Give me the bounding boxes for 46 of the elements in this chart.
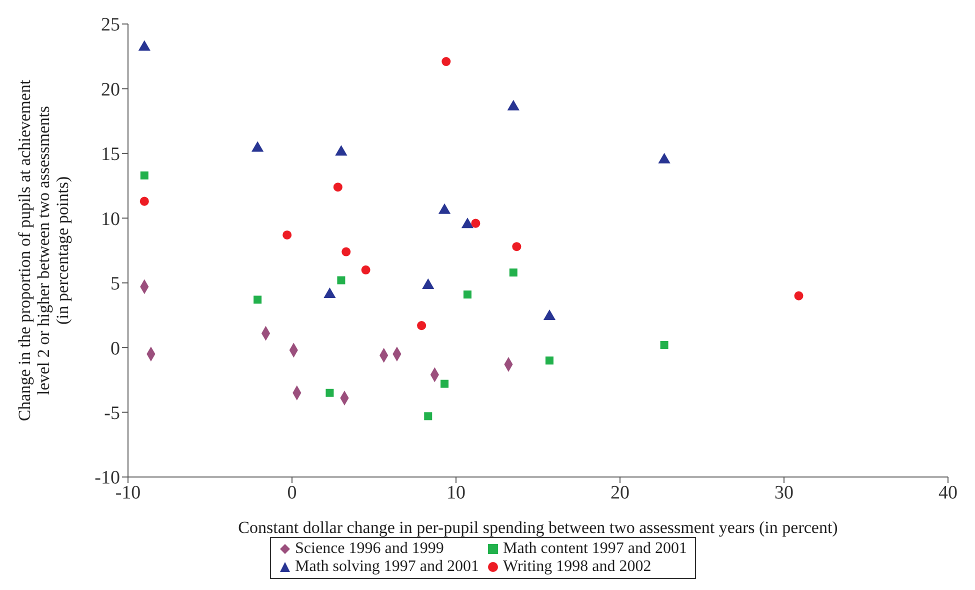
point xyxy=(438,203,451,214)
point xyxy=(440,380,449,388)
point xyxy=(333,182,342,192)
point xyxy=(361,265,370,274)
legend-label: Writing 1998 and 2002 xyxy=(503,558,652,576)
x-axis-title: Constant dollar change in per-pupil spending between two assessment years (in percent) xyxy=(238,518,838,537)
legend-label: Science 1996 and 1999 xyxy=(295,540,444,558)
point xyxy=(140,196,149,206)
point xyxy=(335,145,348,156)
legend-label: Math content 1997 and 2001 xyxy=(503,540,687,558)
y-tick-label: 15 xyxy=(101,144,120,166)
point xyxy=(461,218,474,228)
point xyxy=(463,290,472,299)
point xyxy=(342,247,351,256)
point xyxy=(140,171,148,180)
point xyxy=(138,40,150,51)
point xyxy=(337,276,346,284)
x-tick-label: 0 xyxy=(287,482,297,504)
x-tick-label: 40 xyxy=(938,482,958,504)
point xyxy=(545,356,554,365)
x-tick-label: 30 xyxy=(774,482,794,504)
point xyxy=(442,57,451,66)
y-tick-label: 0 xyxy=(110,338,120,360)
y-tick-label: 20 xyxy=(101,79,120,100)
y-axis-title: Change in the proportion of pupils at achievement level 2 or higher between two assessments (in percentage points) xyxy=(15,80,72,422)
y-tick-label: 25 xyxy=(101,14,120,36)
point xyxy=(251,141,264,152)
point xyxy=(326,388,334,397)
point xyxy=(658,152,670,164)
point xyxy=(471,218,480,228)
y-tick-label: -5 xyxy=(104,403,120,424)
point xyxy=(282,230,292,240)
y-tick-label: 5 xyxy=(110,274,120,295)
point xyxy=(512,242,522,252)
x-tick-label: 10 xyxy=(446,482,466,504)
point xyxy=(794,291,804,300)
y-tick-label: 10 xyxy=(101,208,120,230)
point xyxy=(507,100,520,110)
point xyxy=(509,268,518,277)
point xyxy=(660,340,668,349)
x-tick-label: 20 xyxy=(610,482,630,504)
y-tick-label: -10 xyxy=(94,468,120,489)
point xyxy=(254,296,262,304)
point xyxy=(424,412,432,420)
legend-label: Math solving 1997 and 2001 xyxy=(295,558,480,576)
point xyxy=(417,321,426,330)
